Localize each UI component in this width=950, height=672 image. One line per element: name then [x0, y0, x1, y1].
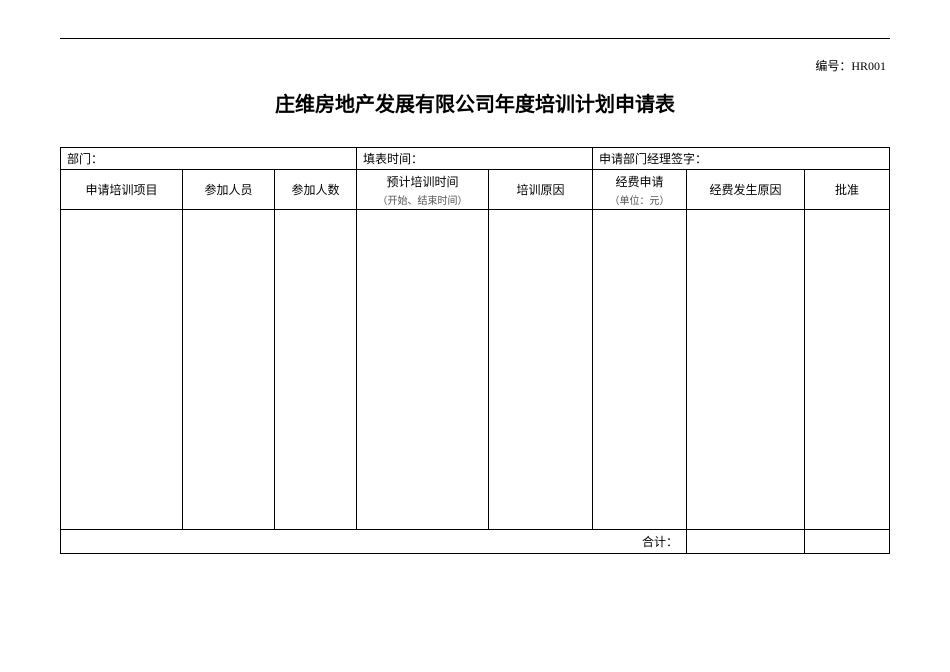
manager-sign-cell: 申请部门经理签字：: [593, 148, 890, 170]
doc-number-label: 编号：: [815, 59, 851, 73]
cell-count: [275, 210, 357, 530]
total-row: 合计：: [61, 530, 890, 554]
cell-budget: [593, 210, 687, 530]
col-header-budget-main: 经费申请: [616, 175, 664, 189]
col-header-approval: 批准: [805, 170, 890, 210]
fill-date-label: 填表时间：: [363, 152, 423, 166]
col-header-time: 预计培训时间 （开始、结束时间）: [357, 170, 489, 210]
doc-number-value: HR001: [851, 59, 886, 73]
col-header-time-main: 预计培训时间: [387, 175, 459, 189]
col-header-project: 申请培训项目: [61, 170, 183, 210]
cell-approval: [805, 210, 890, 530]
document-title: 庄维房地产发展有限公司年度培训计划申请表: [60, 88, 890, 117]
manager-sign-label: 申请部门经理签字：: [599, 152, 707, 166]
col-header-participants: 参加人员: [183, 170, 275, 210]
cell-reason: [489, 210, 593, 530]
total-empty-1: [687, 530, 805, 554]
total-empty-2: [805, 530, 890, 554]
col-header-budget: 经费申请 （单位：元）: [593, 170, 687, 210]
cell-project: [61, 210, 183, 530]
cell-budget-reason: [687, 210, 805, 530]
total-label-cell: 合计：: [61, 530, 687, 554]
info-row: 部门： 填表时间： 申请部门经理签字：: [61, 148, 890, 170]
cell-time: [357, 210, 489, 530]
top-horizontal-rule: [60, 38, 890, 39]
col-header-count: 参加人数: [275, 170, 357, 210]
total-label: 合计：: [642, 535, 678, 549]
col-header-time-sub: （开始、结束时间）: [357, 192, 488, 207]
col-header-reason: 培训原因: [489, 170, 593, 210]
data-body-row: [61, 210, 890, 530]
column-header-row: 申请培训项目 参加人员 参加人数 预计培训时间 （开始、结束时间） 培训原因 经…: [61, 170, 890, 210]
document-number: 编号：HR001: [60, 57, 890, 74]
col-header-budget-sub: （单位：元）: [593, 192, 686, 207]
department-cell: 部门：: [61, 148, 357, 170]
training-plan-table: 部门： 填表时间： 申请部门经理签字： 申请培训项目 参加人员 参加人数 预计培…: [60, 147, 890, 554]
department-label: 部门：: [67, 152, 103, 166]
cell-participants: [183, 210, 275, 530]
fill-date-cell: 填表时间：: [357, 148, 593, 170]
col-header-budget-reason: 经费发生原因: [687, 170, 805, 210]
